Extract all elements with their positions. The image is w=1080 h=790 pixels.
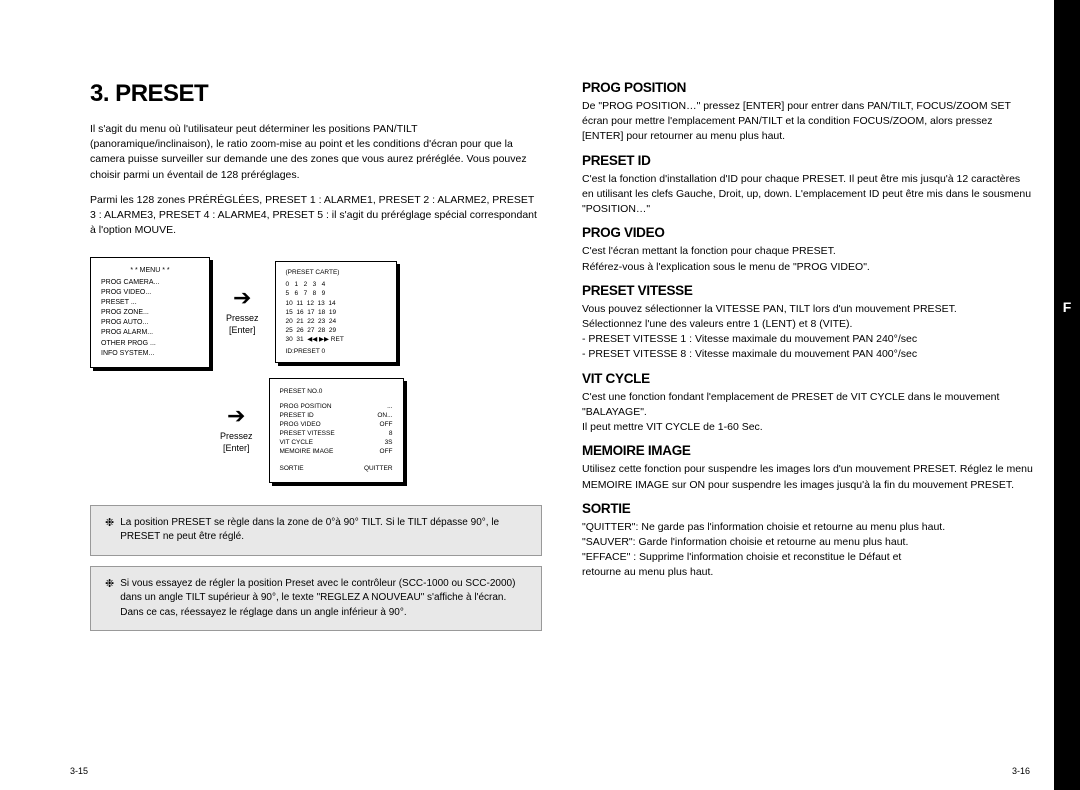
arrow-1: ➔ Pressez [Enter] [226, 287, 259, 336]
section-block: PRESET VITESSE Vous pouvez sélectionner … [582, 283, 1034, 363]
section-title: 3. PRESET [90, 80, 542, 108]
main-menu-box: * * MENU * * PROG CAMERA... PROG VIDEO..… [90, 257, 210, 368]
subsection-text: Vous pouvez sélectionner la VITESSE PAN,… [582, 302, 1034, 363]
table-row: PRESET IDON... [280, 411, 393, 420]
table-row: MEMOIRE IMAGEOFF [280, 447, 393, 456]
subsection-title: PRESET VITESSE [582, 283, 1034, 298]
menu-item: PROG VIDEO... [101, 288, 199, 298]
row-value: ... [368, 402, 392, 411]
menu-item: PROG ZONE... [101, 308, 199, 318]
arrow-label-2: [Enter] [229, 325, 256, 337]
preset-detail-footer: SORTIEQUITTER [280, 464, 393, 473]
table-row: PROG POSITION... [280, 402, 393, 411]
left-column: 3. PRESET Il s'agit du menu où l'utilisa… [90, 80, 542, 770]
row-label: PRESET VITESSE [280, 429, 369, 438]
menu-item: OTHER PROG ... [101, 339, 199, 349]
row-label: PROG POSITION [280, 402, 369, 411]
footer-right: QUITTER [331, 464, 392, 473]
menu-item: INFO SYSTEM... [101, 349, 199, 359]
subsection-text: "QUITTER": Ne garde pas l'information ch… [582, 520, 1034, 581]
table-row: PRESET VITESSE8 [280, 429, 393, 438]
arrow-label-1: Pressez [226, 313, 259, 325]
preset-detail-header: PRESET NO.0 [280, 387, 393, 396]
menu-item: PRESET ... [101, 298, 199, 308]
arrow-label-1: Pressez [220, 431, 253, 443]
menu-item: PROG AUTO... [101, 318, 199, 328]
menu-graphics-row-2: ➔ Pressez [Enter] PRESET NO.0 PROG POSIT… [90, 378, 542, 483]
note-text-2: Si vous essayez de régler la position Pr… [120, 577, 527, 621]
table-row: PROG VIDEOOFF [280, 420, 393, 429]
row-value: 3S [368, 438, 392, 447]
menu-graphics-row-1: * * MENU * * PROG CAMERA... PROG VIDEO..… [90, 257, 542, 368]
section-block: SORTIE "QUITTER": Ne garde pas l'informa… [582, 501, 1034, 581]
row-value: OFF [368, 447, 392, 456]
subsection-title: MEMOIRE IMAGE [582, 443, 1034, 458]
subsection-title: PRESET ID [582, 153, 1034, 168]
subsection-title: SORTIE [582, 501, 1034, 516]
note-box-1: ❉ La position PRESET se règle dans la zo… [90, 505, 542, 556]
right-column: PROG POSITION De "PROG POSITION…" presse… [582, 80, 1052, 770]
grid-row: 0 1 2 3 4 [286, 280, 386, 289]
intro-paragraph-2: Parmi les 128 zones PRÉRÉGLÉES, PRESET 1… [90, 193, 542, 239]
preset-detail-box: PRESET NO.0 PROG POSITION... PRESET IDON… [269, 378, 404, 483]
row-label: VIT CYCLE [280, 438, 369, 447]
note-mark-icon: ❉ [105, 577, 114, 621]
subsection-title: PROG VIDEO [582, 225, 1034, 240]
grid-row: 30 31 ◀◀ ▶▶ RET [286, 335, 386, 344]
row-label: PROG VIDEO [280, 420, 369, 429]
page-number-right: 3-16 [1012, 766, 1030, 776]
grid-row: 5 6 7 8 9 [286, 289, 386, 298]
subsection-title: PROG POSITION [582, 80, 1034, 95]
arrow-right-icon: ➔ [227, 405, 245, 427]
section-block: VIT CYCLE C'est une fonction fondant l'e… [582, 371, 1034, 436]
grid-row: 20 21 22 23 24 [286, 317, 386, 326]
preset-carte-header: (PRESET CARTE) [286, 268, 386, 277]
row-value: ON... [368, 411, 392, 420]
table-row: VIT CYCLE3S [280, 438, 393, 447]
subsection-text: C'est l'écran mettant la fonction pour c… [582, 244, 1034, 274]
preset-carte-footer: ID:PRESET 0 [286, 347, 386, 356]
subsection-title: VIT CYCLE [582, 371, 1034, 386]
note-mark-icon: ❉ [105, 516, 114, 545]
preset-carte-box: (PRESET CARTE) 0 1 2 3 4 5 6 7 8 9 10 11… [275, 261, 397, 363]
intro-text-1: Il s'agit du menu où l'utilisateur peut … [90, 122, 542, 183]
intro-paragraph-1: Il s'agit du menu où l'utilisateur peut … [90, 122, 542, 183]
row-value: 8 [368, 429, 392, 438]
menu-item: PROG ALARM... [101, 328, 199, 338]
section-block: PROG VIDEO C'est l'écran mettant la fonc… [582, 225, 1034, 274]
subsection-text: De "PROG POSITION…" pressez [ENTER] pour… [582, 99, 1034, 145]
preset-detail-table: PROG POSITION... PRESET IDON... PROG VID… [280, 402, 393, 457]
menu-header: * * MENU * * [101, 266, 199, 276]
grid-row: 10 11 12 13 14 [286, 299, 386, 308]
note-text-1: La position PRESET se règle dans la zone… [120, 516, 527, 545]
subsection-text: C'est la fonction d'installation d'ID po… [582, 172, 1034, 218]
section-block: MEMOIRE IMAGE Utilisez cette fonction po… [582, 443, 1034, 492]
arrow-label-2: [Enter] [223, 443, 250, 455]
grid-row: 15 16 17 18 19 [286, 308, 386, 317]
page-number-left: 3-15 [70, 766, 88, 776]
menu-item: PROG CAMERA... [101, 278, 199, 288]
intro-text-2: Parmi les 128 zones PRÉRÉGLÉES, PRESET 1… [90, 193, 542, 239]
row-label: PRESET ID [280, 411, 369, 420]
arrow-right-icon: ➔ [233, 287, 251, 309]
page-spread: 3. PRESET Il s'agit du menu où l'utilisa… [0, 0, 1080, 790]
arrow-2: ➔ Pressez [Enter] [220, 405, 253, 454]
subsection-text: Utilisez cette fonction pour suspendre l… [582, 462, 1034, 492]
row-label: MEMOIRE IMAGE [280, 447, 369, 456]
row-value: OFF [368, 420, 392, 429]
grid-row: 25 26 27 28 29 [286, 326, 386, 335]
section-block: PROG POSITION De "PROG POSITION…" presse… [582, 80, 1034, 145]
note-box-2: ❉ Si vous essayez de régler la position … [90, 566, 542, 632]
footer-left: SORTIE [280, 464, 332, 473]
section-block: PRESET ID C'est la fonction d'installati… [582, 153, 1034, 218]
subsection-text: C'est une fonction fondant l'emplacement… [582, 390, 1034, 436]
